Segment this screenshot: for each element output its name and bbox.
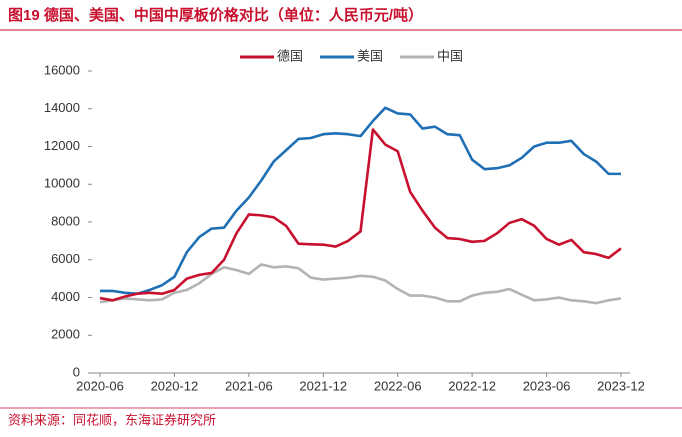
y-tick-label: 10000 xyxy=(44,176,80,191)
legend-label: 中国 xyxy=(437,48,463,63)
x-tick-label: 2020-12 xyxy=(151,378,199,393)
series-line xyxy=(100,106,621,296)
x-tick-label: 2021-06 xyxy=(225,378,273,393)
y-tick-label: 12000 xyxy=(44,138,80,153)
y-tick-label: 14000 xyxy=(44,100,80,115)
chart-title: 图19 德国、美国、中国中厚板价格对比（单位：人民币元/吨） xyxy=(8,6,423,24)
y-tick-label: 8000 xyxy=(51,213,80,228)
y-tick-label: 4000 xyxy=(51,289,80,304)
legend-label: 美国 xyxy=(357,48,383,63)
x-tick-label: 2023-06 xyxy=(523,378,571,393)
x-tick-label: 2020-06 xyxy=(76,378,124,393)
x-tick-label: 2021-12 xyxy=(299,378,347,393)
x-tick-label: 2023-12 xyxy=(597,378,645,393)
y-tick-label: 0 xyxy=(73,364,80,379)
legend-label: 德国 xyxy=(277,48,303,63)
x-tick-label: 2022-06 xyxy=(374,378,422,393)
y-tick-label: 6000 xyxy=(51,251,80,266)
series-line xyxy=(99,128,622,302)
y-tick-label: 16000 xyxy=(44,62,80,77)
y-tick-label: 2000 xyxy=(51,327,80,342)
source: 资料来源：同花顺，东海证券研究所 xyxy=(8,412,216,427)
x-tick-label: 2022-12 xyxy=(448,378,496,393)
series-line xyxy=(99,263,622,305)
